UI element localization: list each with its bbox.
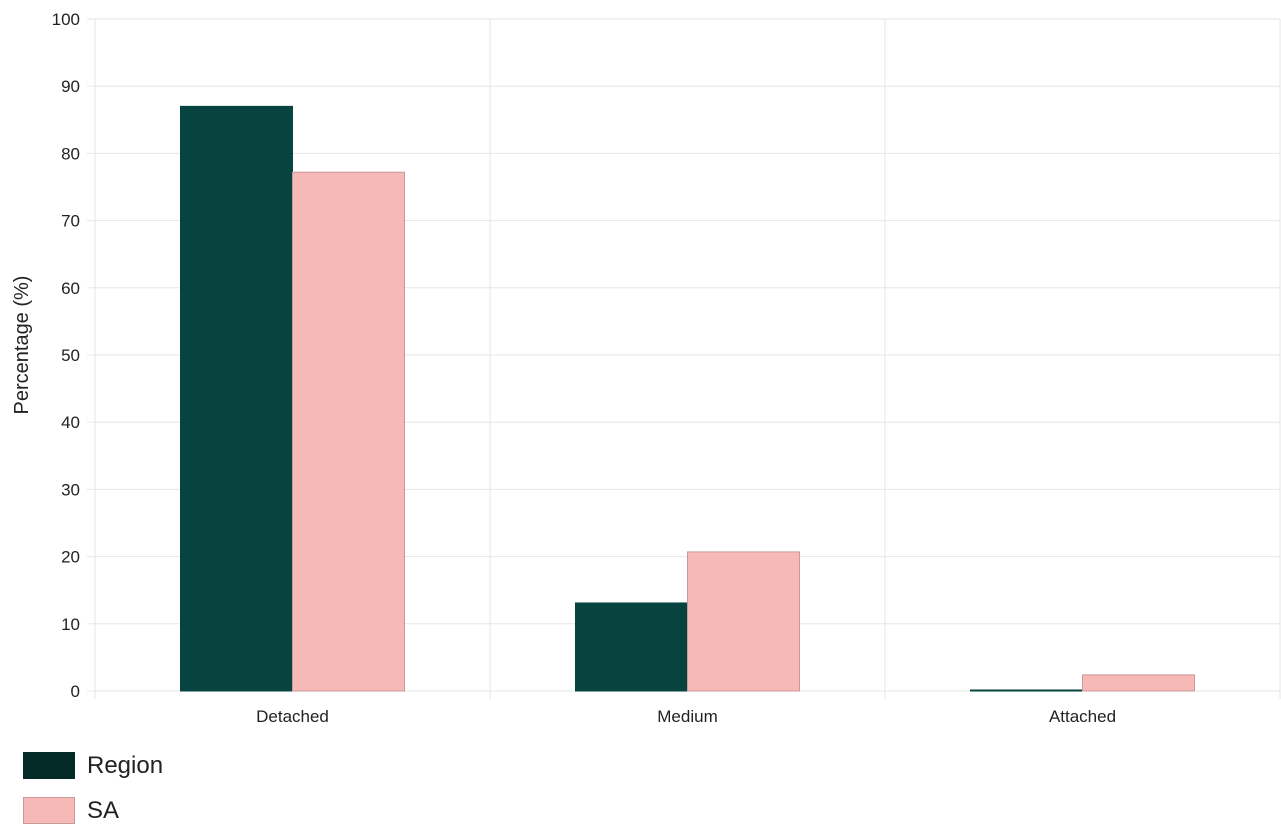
legend-item-sa: SA: [23, 797, 163, 824]
legend-swatch-region: [23, 752, 75, 779]
y-tick-label: 80: [61, 144, 80, 163]
y-tick-label: 40: [61, 413, 80, 432]
y-tick-label: 90: [61, 77, 80, 96]
y-tick-label: 30: [61, 480, 80, 499]
y-tick-label: 100: [52, 10, 80, 29]
bar-region-medium: [575, 602, 688, 692]
legend-item-region: Region: [23, 752, 163, 779]
bar-sa-attached: [1082, 674, 1195, 692]
bar-region-detached: [180, 105, 293, 692]
x-tick-label: Medium: [657, 707, 717, 726]
y-tick-label: 60: [61, 279, 80, 298]
x-tick-label: Detached: [256, 707, 329, 726]
y-tick-label: 50: [61, 346, 80, 365]
x-tick-label: Attached: [1049, 707, 1116, 726]
bar-region-attached: [970, 689, 1083, 692]
axes: 0 10 20 30 40 50 60 70 80 90 100 Detached Medium Atta…: [52, 10, 1116, 726]
bar-sa-detached: [292, 171, 405, 692]
legend-swatch-sa: [23, 797, 75, 824]
bar-sa-medium: [687, 551, 800, 692]
y-tick-label: 20: [61, 548, 80, 567]
y-tick-label: 70: [61, 212, 80, 231]
y-tick-label: 0: [71, 682, 80, 701]
y-axis-label: Percentage (%): [11, 276, 33, 415]
y-tick-label: 10: [61, 615, 80, 634]
legend: Region SA: [23, 752, 163, 824]
legend-label-region: Region: [87, 751, 164, 779]
legend-label-sa: SA: [87, 796, 120, 824]
bars: [180, 105, 1195, 692]
